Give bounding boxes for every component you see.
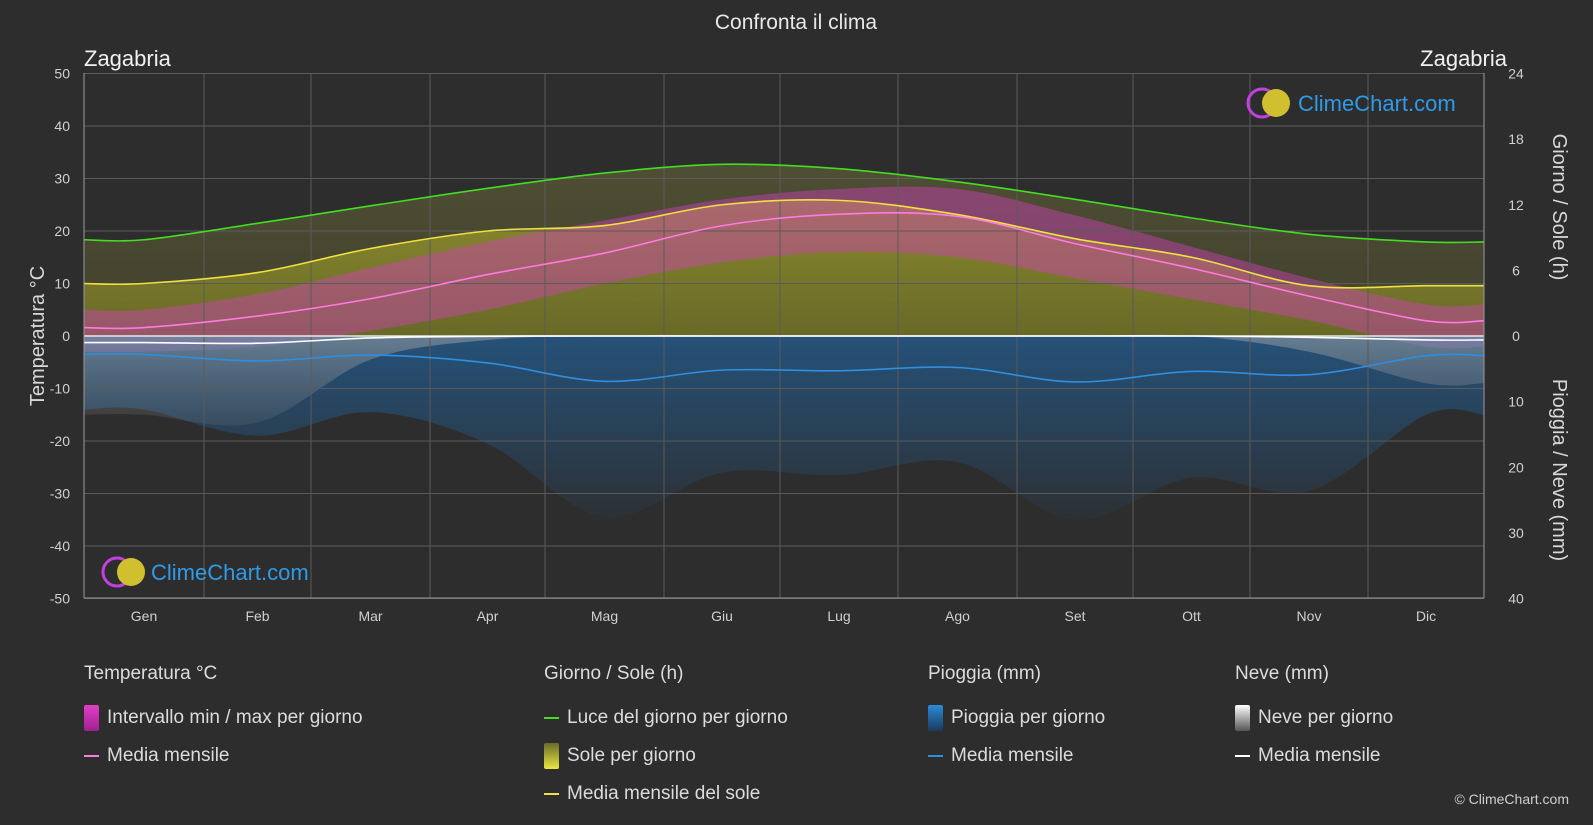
x-tick-label: Giu	[711, 608, 733, 624]
y-left-tick-label: 50	[54, 66, 70, 82]
y-left-tick-label: -40	[50, 538, 70, 554]
legend-rain-title: Pioggia (mm)	[928, 663, 1041, 684]
logo-top: ClimeChart.com	[1246, 87, 1456, 119]
x-tick-label: Feb	[245, 608, 269, 624]
y-left-tick-label: -30	[50, 486, 70, 502]
legend-sun-mean-label: Media mensile del sole	[567, 783, 761, 804]
logo-sun-icon	[1262, 89, 1290, 117]
rain-mean-line	[83, 353, 1485, 383]
temp-range-swatch	[84, 705, 99, 731]
logo-text-bottom: ClimeChart.com	[151, 560, 309, 585]
temp-mean-line	[83, 212, 1485, 330]
y-left-tick-label: 0	[62, 328, 70, 344]
legend-snow-daily: Neve per giorno	[1235, 699, 1393, 737]
legend-rain-mean: Media mensile	[928, 737, 1105, 775]
legend-daylight: Luce del giorno per giorno	[544, 699, 788, 737]
legend-snow-daily-label: Neve per giorno	[1258, 707, 1394, 728]
y-right-bottom-tick-label: 30	[1508, 525, 1524, 541]
legend-temp-mean: Media mensile	[84, 737, 363, 775]
legend-snow-mean: Media mensile	[1235, 737, 1393, 775]
legend-rain-mean-label: Media mensile	[951, 745, 1074, 766]
legend-temp-mean-label: Media mensile	[107, 745, 230, 766]
y-left-tick-label: -10	[50, 381, 70, 397]
logo-text-top: ClimeChart.com	[1298, 91, 1456, 116]
y-left-tick-label: 30	[54, 171, 70, 187]
y-right-bottom-tick-label: 40	[1508, 591, 1524, 607]
y-right-bottom-tick-label: 10	[1508, 394, 1524, 410]
x-tick-label: Nov	[1297, 608, 1322, 624]
snow-mean-line	[83, 335, 1485, 345]
y-right-bottom-tick-label: 20	[1508, 459, 1524, 475]
y-left-tick-label: -20	[50, 433, 70, 449]
sun-mean-line	[83, 198, 1484, 289]
rain-swatch	[928, 705, 943, 731]
legend-snow: Neve (mm) Neve per giorno Media mensile	[1235, 663, 1393, 775]
legend-rain-daily-label: Pioggia per giorno	[951, 707, 1106, 728]
copyright: © ClimeChart.com	[1454, 791, 1569, 807]
x-tick-label: Ott	[1182, 608, 1201, 624]
y-left-tick-label: 40	[54, 118, 70, 134]
x-tick-label: Apr	[477, 608, 499, 624]
snow-swatch	[1235, 705, 1250, 731]
x-tick-label: Mar	[358, 608, 382, 624]
legend-temperature: Temperatura °C Intervallo min / max per …	[84, 663, 363, 775]
temp-mean-swatch	[84, 755, 99, 757]
x-tick-label: Dic	[1416, 608, 1436, 624]
sunshine-area	[84, 199, 1484, 336]
y-left-tick-label: 20	[54, 223, 70, 239]
x-tick-label: Lug	[827, 608, 850, 624]
y-right-top-tick-label: 12	[1508, 197, 1524, 213]
daylight-swatch	[544, 717, 559, 719]
legend-sun-title: Giorno / Sole (h)	[544, 663, 684, 684]
location-right: Zagabria	[1420, 46, 1508, 71]
rain-area	[84, 336, 1484, 520]
left-axis-label: Temperatura °C	[27, 266, 49, 406]
y-left-tick-label: -50	[50, 591, 70, 607]
legend-temp-range-label: Intervallo min / max per giorno	[107, 707, 363, 728]
location-left: Zagabria	[84, 46, 172, 71]
legend-sun-mean: Media mensile del sole	[544, 775, 788, 813]
legend-snow-title: Neve (mm)	[1235, 663, 1329, 684]
logo-bottom: ClimeChart.com	[101, 556, 309, 588]
right-axis-top-label: Giorno / Sole (h)	[1548, 134, 1570, 281]
y-right-top-tick-label: 6	[1512, 262, 1520, 278]
daylight-line	[83, 163, 1485, 244]
x-tick-label: Set	[1064, 608, 1085, 624]
legend-daylight-label: Luce del giorno per giorno	[567, 707, 788, 728]
x-tick-label: Ago	[945, 608, 970, 624]
y-left-tick-label: 10	[54, 276, 70, 292]
sunshine-swatch	[544, 743, 559, 769]
y-right-top-tick-label: 18	[1508, 131, 1524, 147]
x-tick-label: Mag	[591, 608, 618, 624]
logo-sun-icon	[117, 558, 145, 586]
right-axis-bottom-label: Pioggia / Neve (mm)	[1548, 379, 1570, 561]
legend-rain: Pioggia (mm) Pioggia per giorno Media me…	[928, 663, 1105, 775]
legend-sunshine: Sole per giorno	[544, 737, 788, 775]
x-tick-label: Gen	[131, 608, 157, 624]
chart-title: Confronta il clima	[715, 11, 878, 34]
y-right-top-tick-label: 0	[1512, 328, 1520, 344]
legend-rain-daily: Pioggia per giorno	[928, 699, 1105, 737]
legend-sunshine-label: Sole per giorno	[567, 745, 696, 766]
y-right-top-tick-label: 24	[1508, 66, 1524, 82]
legend-temp-title: Temperatura °C	[84, 663, 218, 684]
rain-mean-swatch	[928, 755, 943, 757]
sun-mean-swatch	[544, 793, 559, 795]
legend-sun: Giorno / Sole (h) Luce del giorno per gi…	[544, 663, 788, 813]
temp-range-band	[84, 186, 1484, 353]
snow-mean-swatch	[1235, 755, 1250, 757]
legend-snow-mean-label: Media mensile	[1258, 745, 1381, 766]
legend-temp-range: Intervallo min / max per giorno	[84, 699, 363, 737]
